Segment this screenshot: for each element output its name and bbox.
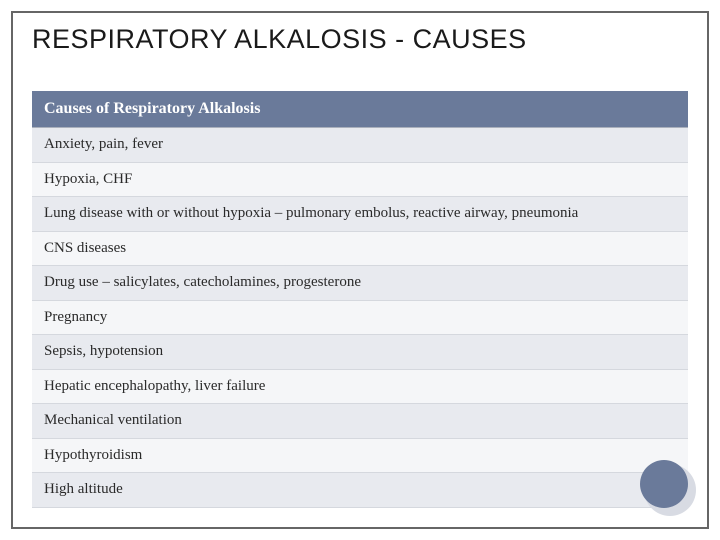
slide-content: RESPIRATORY ALKALOSIS - CAUSES Causes of… <box>32 24 688 508</box>
corner-accent-icon <box>634 454 698 518</box>
table-row: Hypothyroidism <box>32 438 688 473</box>
table-header: Causes of Respiratory Alkalosis <box>32 91 688 128</box>
table-row: Mechanical ventilation <box>32 404 688 439</box>
page-title: RESPIRATORY ALKALOSIS - CAUSES <box>32 24 688 55</box>
table-row: Lung disease with or without hypoxia – p… <box>32 197 688 232</box>
causes-table: Causes of Respiratory Alkalosis Anxiety,… <box>32 91 688 508</box>
table-row: CNS diseases <box>32 231 688 266</box>
table-row: Drug use – salicylates, catecholamines, … <box>32 266 688 301</box>
table-row: Sepsis, hypotension <box>32 335 688 370</box>
table-row: High altitude <box>32 473 688 508</box>
table-row: Anxiety, pain, fever <box>32 128 688 163</box>
table-row: Hypoxia, CHF <box>32 162 688 197</box>
table-row: Hepatic encephalopathy, liver failure <box>32 369 688 404</box>
table-row: Pregnancy <box>32 300 688 335</box>
